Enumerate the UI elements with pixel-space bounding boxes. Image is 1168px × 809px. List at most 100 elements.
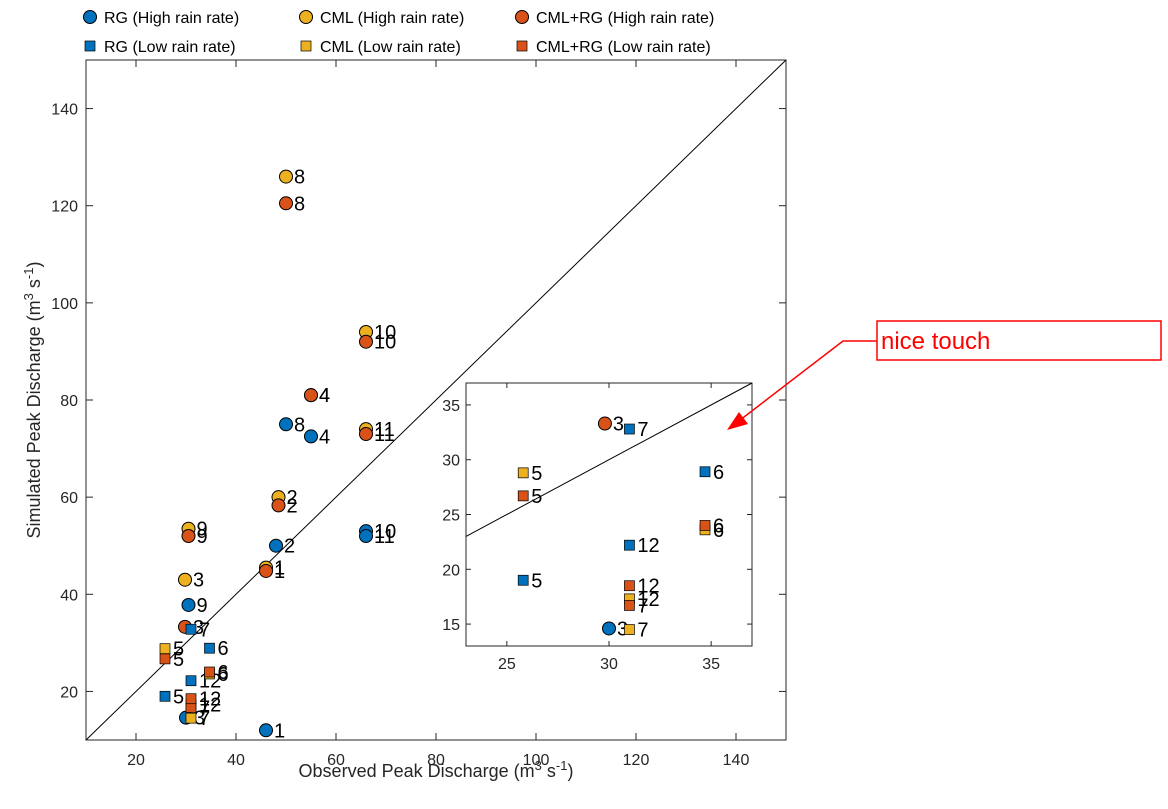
y-tick-label: 120: [51, 199, 78, 216]
annotation-box: [876, 320, 1162, 361]
legend-item-rg-high-rain-rate: RG (High rain rate): [83, 10, 239, 27]
point-label: 4: [319, 426, 330, 448]
annotation: nice touch: [727, 320, 1162, 430]
point-label: 6: [218, 662, 229, 684]
data-point: [159, 653, 171, 665]
inset-data-point: [624, 600, 635, 611]
point-label: 5: [173, 639, 184, 661]
x-axis-label: Observed Peak Discharge (m3 s-1): [299, 758, 574, 781]
x-tick-label: 140: [723, 752, 750, 769]
inset-point-label: 7: [637, 595, 648, 617]
data-point: [204, 666, 215, 678]
data-point: [159, 643, 171, 655]
data-point: [304, 388, 318, 403]
inset-point-label: 5: [531, 570, 542, 592]
x-tick-label: 80: [427, 752, 445, 769]
data-point: [359, 529, 373, 543]
inset-y-tick-label: 30: [442, 453, 460, 470]
point-label: 10: [374, 332, 396, 354]
legend-item-cml-high-rain-rate: CML (High rain rate): [299, 10, 464, 27]
data-point: [185, 623, 197, 635]
point-label: 2: [287, 487, 298, 509]
inset-series-cml-rg-high-rain-rate: 3: [597, 414, 624, 436]
legend-item-rg-low-rain-rate: RG (Low rain rate): [84, 39, 236, 56]
data-point: [279, 169, 293, 184]
legend-label: CML+RG (High rain rate): [536, 10, 714, 27]
inset-data-point: [597, 416, 612, 431]
x-tick-label: 100: [523, 752, 550, 769]
y-axis-label: Simulated Peak Discharge (m3 s-1): [21, 262, 44, 539]
x-tick-label: 120: [623, 752, 650, 769]
data-point: [185, 675, 197, 687]
data-point: [159, 690, 171, 702]
legend-marker: [299, 10, 313, 24]
point-label: 12: [199, 695, 221, 717]
data-point: [359, 427, 373, 441]
point-label: 9: [197, 595, 208, 617]
point-label: 3: [194, 708, 205, 730]
data-point: [269, 538, 283, 553]
y-tick-label: 140: [51, 102, 78, 119]
annotation-arrow-line: [730, 340, 877, 428]
y-tick-label: 60: [60, 490, 78, 507]
inset-data-point: [517, 574, 529, 586]
inset-series-rg-high-rain-rate: 3: [602, 618, 628, 640]
x-tick-label: 20: [127, 752, 145, 769]
point-label: 4: [319, 385, 330, 407]
inset-data-point: [624, 539, 635, 551]
inset-data-point: [624, 423, 635, 435]
legend-label: RG (High rain rate): [104, 10, 239, 27]
legend-item-cml-rg-low-rain-rate: CML+RG (Low rain rate): [516, 39, 711, 56]
data-point: [181, 597, 196, 612]
point-label: 1: [274, 720, 285, 742]
inset-data-point: [699, 466, 711, 478]
legend-item-cml-rg-high-rain-rate: CML+RG (High rain rate): [515, 10, 714, 27]
point-label: 2: [287, 495, 298, 517]
y-tick-label: 40: [60, 587, 78, 604]
inset-series-cml-low-rain-rate: 5 6 712: [517, 463, 724, 642]
inset-data-point: [602, 621, 616, 636]
inset-point-label: 6: [713, 462, 724, 484]
arrow-head-icon: [727, 412, 748, 430]
inset-point-label: 12: [637, 576, 659, 598]
inset-y-tick-label: 20: [442, 562, 460, 579]
inset-y-tick-label: 25: [442, 508, 460, 525]
point-label: 1: [274, 561, 285, 583]
point-label: 3: [193, 617, 204, 639]
point-label: 3: [193, 570, 204, 592]
legend-marker: [300, 40, 312, 52]
inset-data-point: [624, 624, 635, 635]
point-label: 7: [199, 708, 210, 730]
data-point: [259, 723, 273, 738]
legend-marker: [516, 40, 528, 52]
inset-point-label: 12: [637, 589, 659, 611]
inset-x-tick-label: 30: [600, 656, 618, 673]
inset-series-cml-rg-low-rain-rate: 5 6 712: [517, 486, 724, 617]
point-label: 9: [197, 519, 208, 541]
legend-marker: [515, 10, 529, 24]
y-tick-label: 100: [51, 296, 78, 313]
inset-x-axis-ticks: 25 30 35: [498, 383, 720, 673]
y-tick-label: 80: [60, 393, 78, 410]
point-label: 5: [173, 686, 184, 708]
x-tick-label: 40: [227, 752, 245, 769]
x-axis-ticks: 20 40 60 80 100 120 140: [127, 60, 749, 769]
inset-point-label: 6: [713, 515, 724, 537]
inset-one-to-one-line: [465, 382, 753, 537]
data-point: [359, 334, 373, 349]
legend-marker: [84, 40, 96, 52]
data-point: [259, 563, 273, 578]
data-point: [279, 417, 293, 432]
point-label: 5: [173, 649, 184, 671]
legend-label: CML+RG (Low rain rate): [536, 39, 711, 56]
point-label: 8: [294, 193, 305, 215]
point-label: 8: [294, 167, 305, 189]
point-label: 6: [218, 664, 229, 686]
legend-item-cml-low-rain-rate: CML (Low rain rate): [300, 39, 461, 56]
